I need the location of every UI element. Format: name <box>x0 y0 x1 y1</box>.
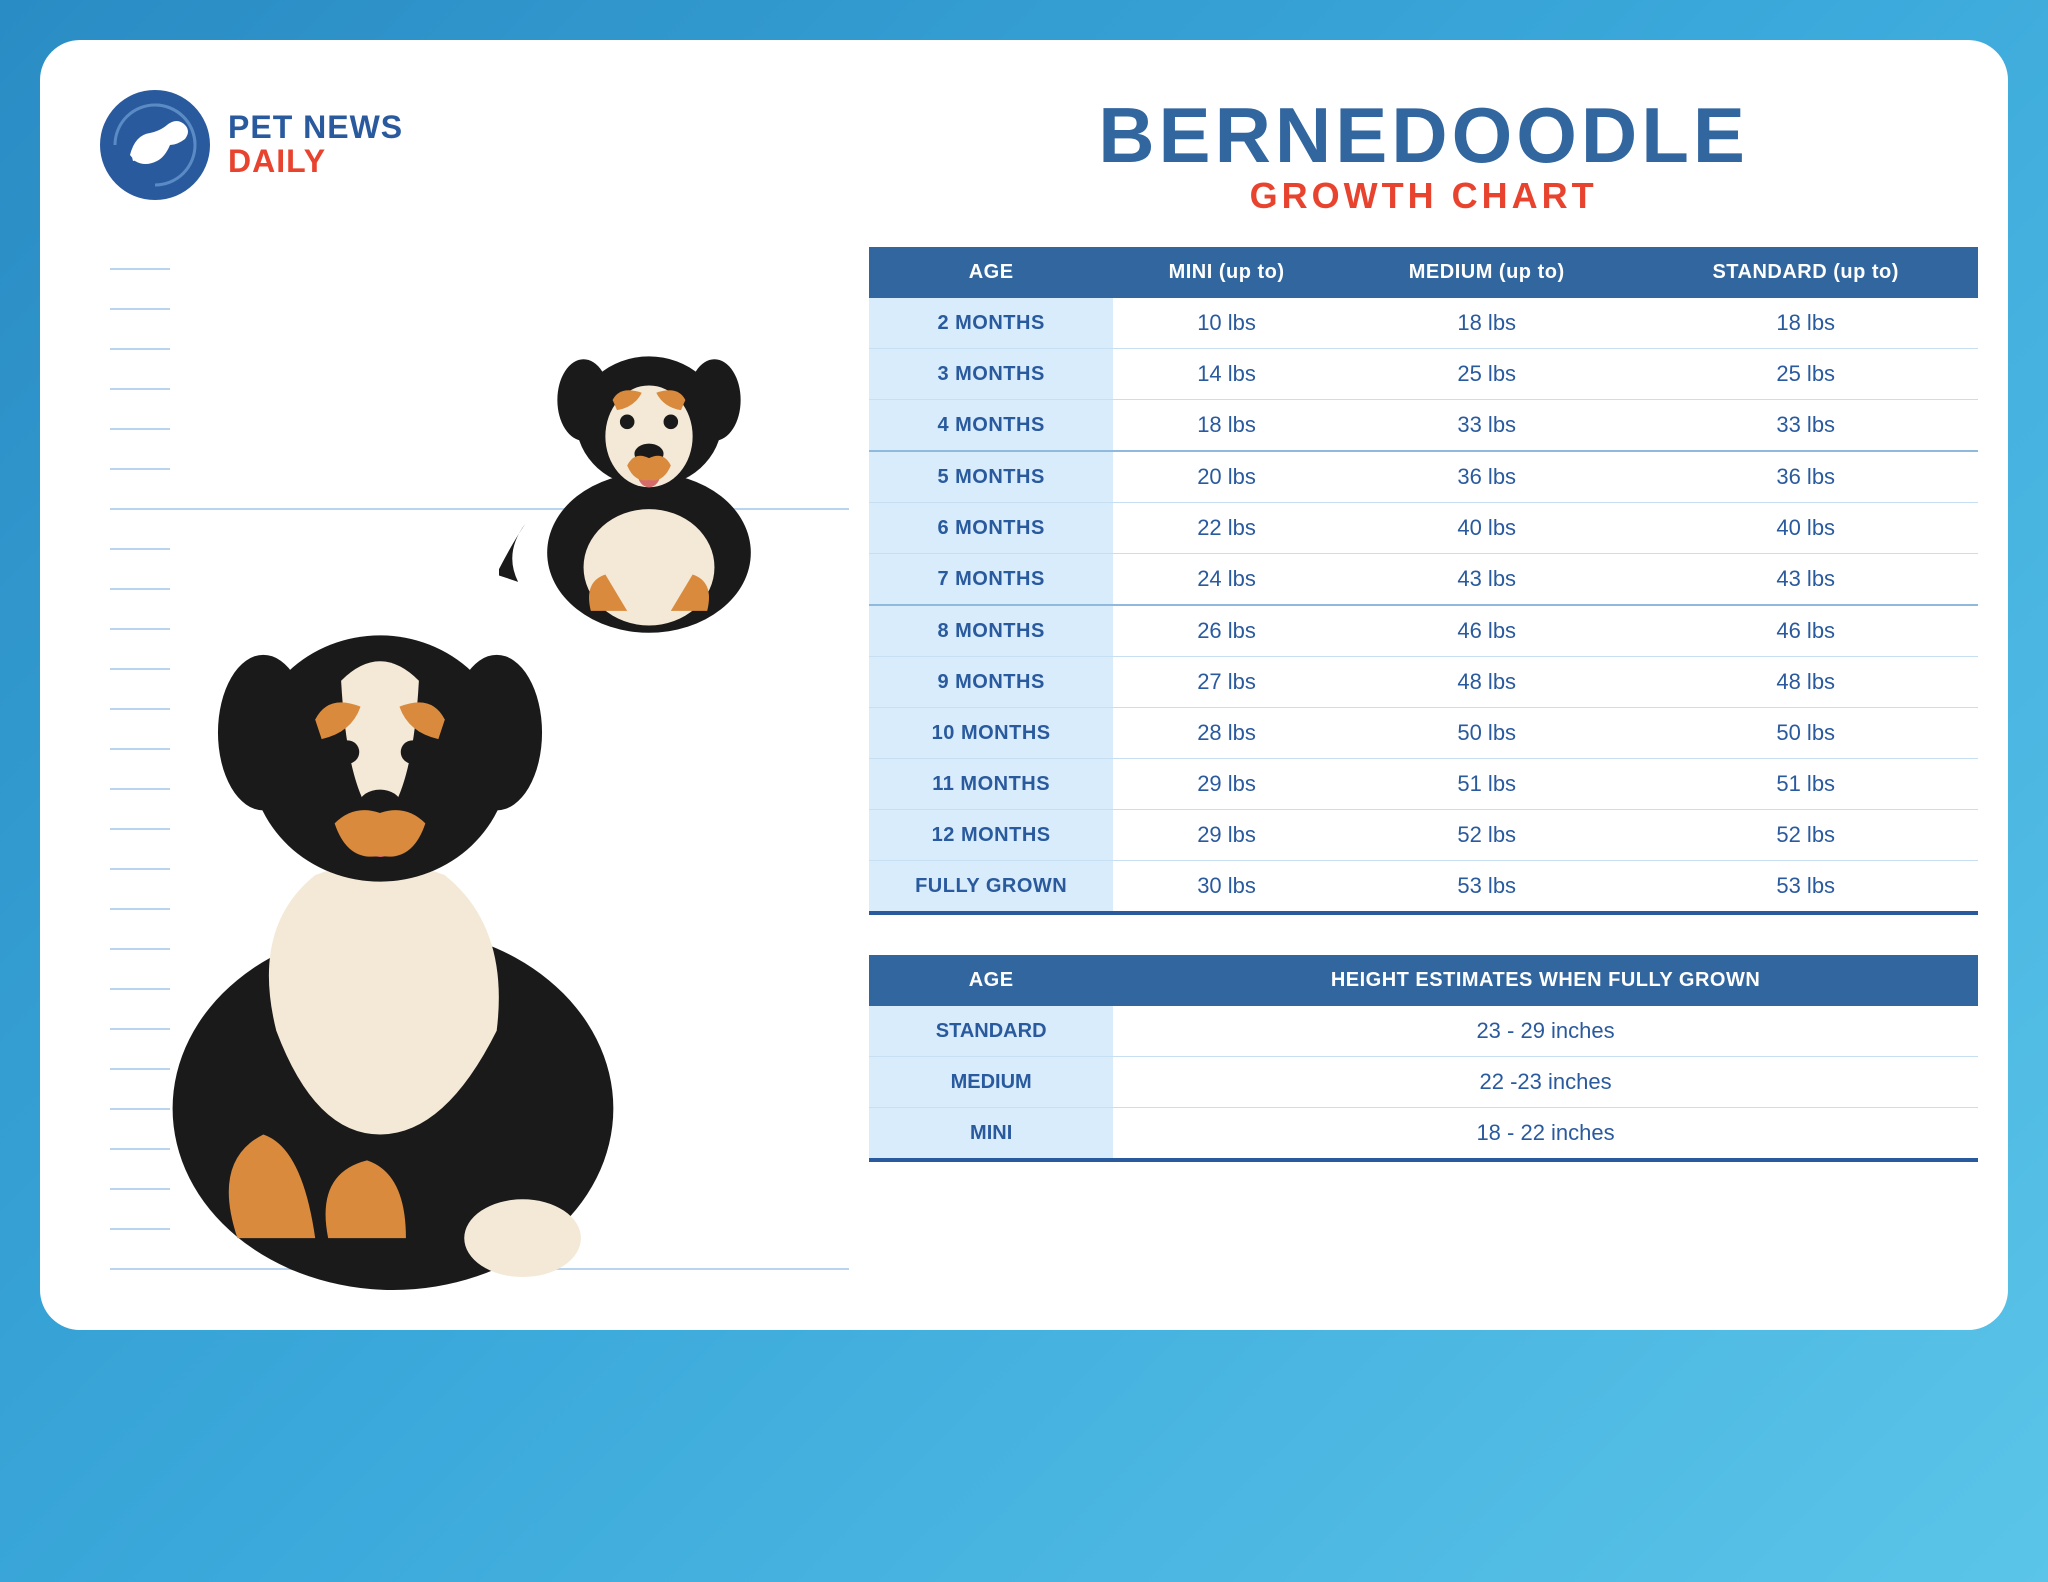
cell-age: 8 MONTHS <box>869 605 1113 657</box>
col-mini: MINI (up to) <box>1113 247 1340 298</box>
cell-medium: 46 lbs <box>1340 605 1633 657</box>
cell-age: FULLY GROWN <box>869 861 1113 914</box>
cell-height: 23 - 29 inches <box>1113 1006 1978 1057</box>
table-row: 4 MONTHS18 lbs33 lbs33 lbs <box>869 400 1978 452</box>
logo-line-2: DAILY <box>228 145 403 179</box>
cell-standard: 43 lbs <box>1633 554 1978 606</box>
col-standard: STANDARD (up to) <box>1633 247 1978 298</box>
col-height: HEIGHT ESTIMATES WHEN FULLY GROWN <box>1113 955 1978 1006</box>
cell-medium: 18 lbs <box>1340 298 1633 349</box>
cell-medium: 25 lbs <box>1340 349 1633 400</box>
table-row: MEDIUM22 -23 inches <box>869 1057 1978 1108</box>
height-table: AGE HEIGHT ESTIMATES WHEN FULLY GROWN ST… <box>869 955 1978 1162</box>
table-row: 7 MONTHS24 lbs43 lbs43 lbs <box>869 554 1978 606</box>
cell-age: 10 MONTHS <box>869 708 1113 759</box>
cell-mini: 29 lbs <box>1113 759 1340 810</box>
logo-block: PET NEWS DAILY <box>100 90 839 200</box>
logo-icon <box>100 90 210 200</box>
cell-mini: 30 lbs <box>1113 861 1340 914</box>
cell-age: 12 MONTHS <box>869 810 1113 861</box>
cell-medium: 52 lbs <box>1340 810 1633 861</box>
cell-mini: 22 lbs <box>1113 503 1340 554</box>
cell-mini: 28 lbs <box>1113 708 1340 759</box>
cell-standard: 33 lbs <box>1633 400 1978 452</box>
cell-age: MINI <box>869 1108 1113 1161</box>
cell-medium: 50 lbs <box>1340 708 1633 759</box>
cell-medium: 36 lbs <box>1340 451 1633 503</box>
cell-mini: 10 lbs <box>1113 298 1340 349</box>
ruler-illustration <box>100 230 839 1280</box>
info-card: PET NEWS DAILY <box>40 40 2008 1330</box>
cell-mini: 27 lbs <box>1113 657 1340 708</box>
cell-age: 4 MONTHS <box>869 400 1113 452</box>
table-row: STANDARD23 - 29 inches <box>869 1006 1978 1057</box>
table-row: 2 MONTHS10 lbs18 lbs18 lbs <box>869 298 1978 349</box>
cell-standard: 40 lbs <box>1633 503 1978 554</box>
cell-age: 5 MONTHS <box>869 451 1113 503</box>
dog-adult-icon <box>120 590 640 1290</box>
cell-height: 22 -23 inches <box>1113 1057 1978 1108</box>
table-header-row: AGE MINI (up to) MEDIUM (up to) STANDARD… <box>869 247 1978 298</box>
cell-standard: 52 lbs <box>1633 810 1978 861</box>
cell-standard: 51 lbs <box>1633 759 1978 810</box>
col-age: AGE <box>869 247 1113 298</box>
cell-age: 7 MONTHS <box>869 554 1113 606</box>
table-row: 12 MONTHS29 lbs52 lbs52 lbs <box>869 810 1978 861</box>
table-row: 11 MONTHS29 lbs51 lbs51 lbs <box>869 759 1978 810</box>
cell-medium: 48 lbs <box>1340 657 1633 708</box>
table-row: 9 MONTHS27 lbs48 lbs48 lbs <box>869 657 1978 708</box>
cell-standard: 48 lbs <box>1633 657 1978 708</box>
table-row: 5 MONTHS20 lbs36 lbs36 lbs <box>869 451 1978 503</box>
table-row: FULLY GROWN30 lbs53 lbs53 lbs <box>869 861 1978 914</box>
cell-standard: 18 lbs <box>1633 298 1978 349</box>
cell-height: 18 - 22 inches <box>1113 1108 1978 1161</box>
table-row: 3 MONTHS14 lbs25 lbs25 lbs <box>869 349 1978 400</box>
cell-medium: 43 lbs <box>1340 554 1633 606</box>
cell-medium: 53 lbs <box>1340 861 1633 914</box>
col-age: AGE <box>869 955 1113 1006</box>
cell-mini: 26 lbs <box>1113 605 1340 657</box>
left-column: PET NEWS DAILY <box>100 90 839 1280</box>
cell-standard: 25 lbs <box>1633 349 1978 400</box>
cell-mini: 24 lbs <box>1113 554 1340 606</box>
growth-table: AGE MINI (up to) MEDIUM (up to) STANDARD… <box>869 247 1978 915</box>
cell-standard: 46 lbs <box>1633 605 1978 657</box>
cell-mini: 20 lbs <box>1113 451 1340 503</box>
cell-standard: 53 lbs <box>1633 861 1978 914</box>
title-main: BERNEDOODLE <box>869 90 1978 181</box>
cell-age: STANDARD <box>869 1006 1113 1057</box>
cell-standard: 36 lbs <box>1633 451 1978 503</box>
cell-medium: 33 lbs <box>1340 400 1633 452</box>
table-header-row: AGE HEIGHT ESTIMATES WHEN FULLY GROWN <box>869 955 1978 1006</box>
table-row: 6 MONTHS22 lbs40 lbs40 lbs <box>869 503 1978 554</box>
table-row: MINI18 - 22 inches <box>869 1108 1978 1161</box>
cell-medium: 51 lbs <box>1340 759 1633 810</box>
logo-text: PET NEWS DAILY <box>228 111 403 178</box>
col-medium: MEDIUM (up to) <box>1340 247 1633 298</box>
table-row: 10 MONTHS28 lbs50 lbs50 lbs <box>869 708 1978 759</box>
cell-medium: 40 lbs <box>1340 503 1633 554</box>
title-block: BERNEDOODLE GROWTH CHART <box>869 90 1978 217</box>
cell-age: 11 MONTHS <box>869 759 1113 810</box>
cell-age: 3 MONTHS <box>869 349 1113 400</box>
cell-age: 6 MONTHS <box>869 503 1113 554</box>
title-sub: GROWTH CHART <box>869 175 1978 217</box>
cell-age: MEDIUM <box>869 1057 1113 1108</box>
cell-age: 2 MONTHS <box>869 298 1113 349</box>
cell-mini: 29 lbs <box>1113 810 1340 861</box>
right-column: BERNEDOODLE GROWTH CHART AGE MINI (up to… <box>869 90 1978 1280</box>
table-row: 8 MONTHS26 lbs46 lbs46 lbs <box>869 605 1978 657</box>
cell-age: 9 MONTHS <box>869 657 1113 708</box>
cell-mini: 18 lbs <box>1113 400 1340 452</box>
cell-standard: 50 lbs <box>1633 708 1978 759</box>
logo-line-1: PET NEWS <box>228 111 403 145</box>
cell-mini: 14 lbs <box>1113 349 1340 400</box>
